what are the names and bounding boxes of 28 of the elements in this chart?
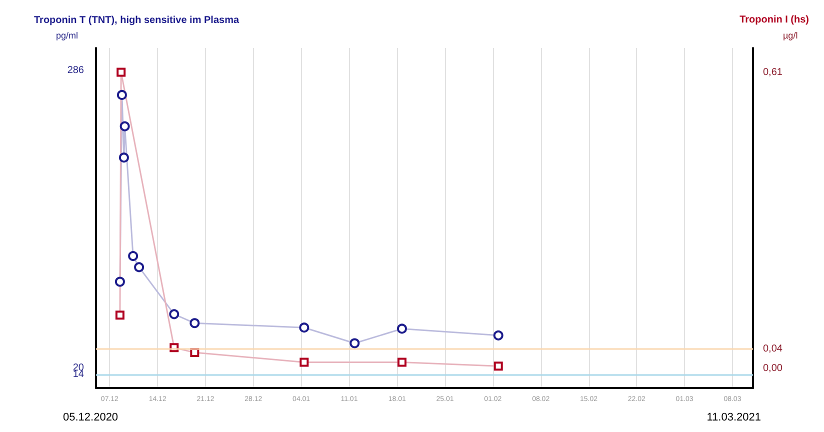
point [134, 262, 144, 272]
y-axis-title: pg/ml [56, 30, 78, 40]
y2-tick-label: 0,04 [763, 344, 783, 355]
point [299, 322, 310, 333]
point [190, 318, 200, 328]
point [118, 152, 129, 163]
point [169, 309, 180, 320]
text: Troponin I (hs) [740, 14, 810, 26]
point [128, 251, 138, 262]
point [120, 121, 130, 132]
point [494, 362, 503, 371]
y-tick-label: 286 [67, 64, 84, 76]
point [350, 338, 360, 348]
point [114, 276, 125, 287]
text: 11.03.2021 [706, 412, 762, 424]
y2-axis-title: µg/l [783, 30, 798, 40]
text: 05.12.2020 [63, 412, 118, 424]
point [396, 324, 407, 334]
y-tick-label: 14 [72, 369, 84, 380]
point [397, 358, 406, 367]
y2-tick-label: 0,00 [763, 363, 783, 374]
y2-tick-label: 0,61 [763, 66, 783, 78]
point [116, 90, 127, 100]
point [115, 310, 124, 320]
text: Troponin T (TNT), high sensitive im Plasma [34, 15, 240, 26]
point [493, 330, 504, 340]
point [300, 358, 309, 367]
point [116, 68, 126, 77]
